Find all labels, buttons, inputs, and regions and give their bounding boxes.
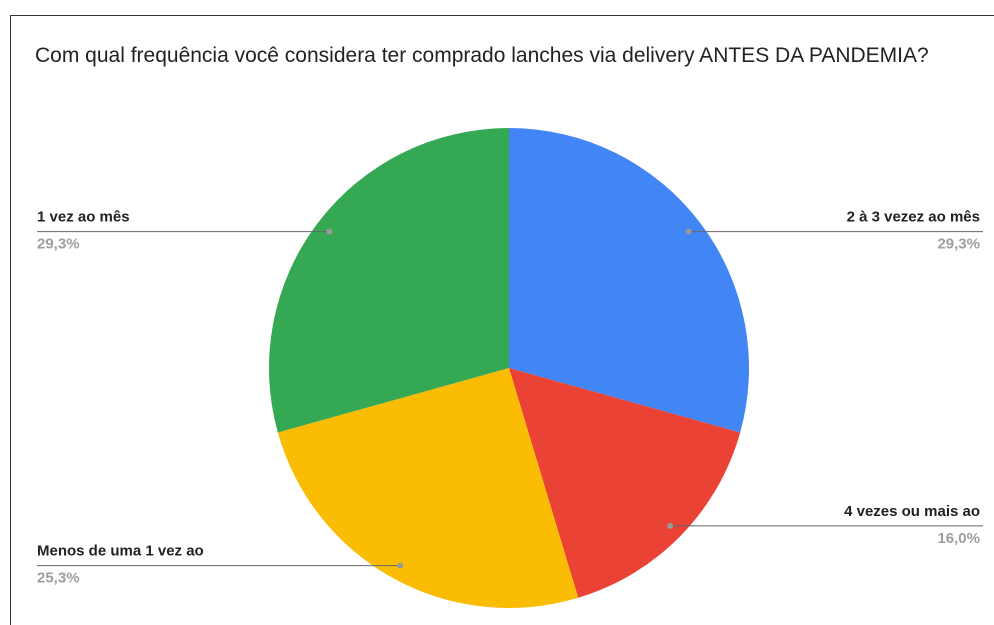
- slice-value: 29,3%: [937, 236, 980, 253]
- slice-value: 25,3%: [37, 570, 80, 587]
- slice-label: 4 vezes ou mais ao: [844, 503, 980, 520]
- slice-label: 1 vez ao mês: [37, 209, 130, 226]
- pie-slice: [277, 368, 579, 608]
- leader-dot: [667, 522, 674, 529]
- leader-dot: [326, 228, 333, 235]
- slice-value: 16,0%: [937, 530, 980, 547]
- frame: [10, 15, 994, 625]
- slice-label: Menos de uma 1 vez ao: [37, 543, 204, 560]
- pie-slice: [509, 368, 741, 598]
- slice-value: 29,3%: [37, 236, 80, 253]
- leader-dot: [685, 228, 692, 235]
- leader-dot: [397, 562, 404, 569]
- slice-label: 2 à 3 vezez ao mês: [847, 209, 980, 226]
- pie-slice: [269, 128, 509, 433]
- chart-title: Com qual frequência você considera ter c…: [35, 44, 929, 67]
- pie-slice: [509, 128, 749, 433]
- title-box: Com qual frequência você considera ter c…: [35, 44, 929, 67]
